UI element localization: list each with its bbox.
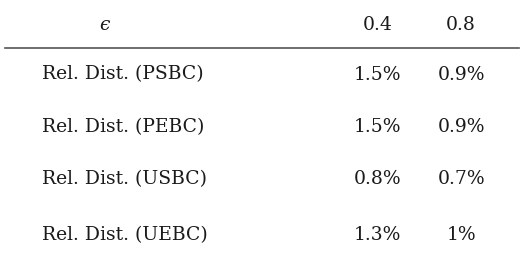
Text: 0.4: 0.4 [362, 16, 392, 34]
Text: 0.8%: 0.8% [354, 170, 401, 189]
Text: Rel. Dist. (USBC): Rel. Dist. (USBC) [42, 170, 207, 189]
Text: 1.5%: 1.5% [354, 118, 401, 136]
Text: Rel. Dist. (PEBC): Rel. Dist. (PEBC) [42, 118, 204, 136]
Text: Rel. Dist. (UEBC): Rel. Dist. (UEBC) [42, 225, 208, 244]
Text: ϵ: ϵ [100, 16, 110, 34]
Text: 1%: 1% [446, 225, 476, 244]
Text: 1.5%: 1.5% [354, 65, 401, 84]
Text: Rel. Dist. (PSBC): Rel. Dist. (PSBC) [42, 65, 203, 84]
Text: 1.3%: 1.3% [354, 225, 401, 244]
Text: 0.9%: 0.9% [438, 65, 485, 84]
Text: 0.8: 0.8 [446, 16, 476, 34]
Text: 0.9%: 0.9% [438, 118, 485, 136]
Text: 0.7%: 0.7% [438, 170, 485, 189]
